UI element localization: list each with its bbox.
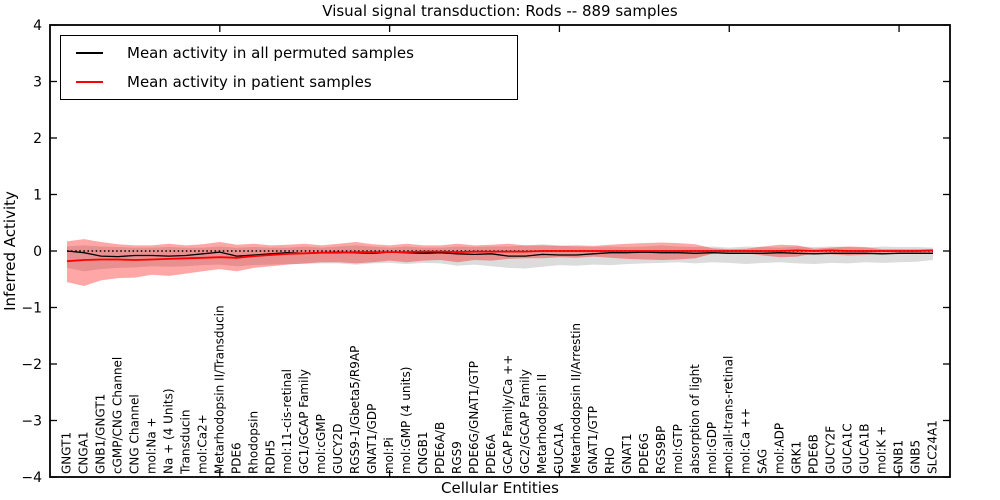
y-tick-label: −2 [21, 357, 42, 373]
category-label: mol:all-trans-retinal [722, 356, 736, 474]
legend-item-patient: Mean activity in patient samples [76, 71, 517, 93]
category-label: GUCA1A [552, 423, 566, 474]
category-label: absorption of light [688, 364, 702, 474]
category-label: mol:Pi [382, 437, 396, 474]
category-label: PDE6B [807, 434, 821, 474]
y-tick-label: 4 [33, 18, 42, 34]
category-label: mol:11-cis-retinal [280, 369, 294, 474]
category-label: RGS9BP [654, 426, 668, 474]
category-label: SAG [756, 449, 770, 474]
category-label: mol:K + [875, 426, 889, 474]
y-axis-label: Inferred Activity [1, 191, 19, 311]
category-label: GNB1 [892, 440, 906, 474]
y-tick-label: 1 [33, 188, 42, 204]
y-tick-label: −3 [21, 414, 42, 430]
category-label: GNAT1 [620, 433, 634, 474]
category-label: mol:cGMP [314, 414, 328, 474]
category-label: RHO [603, 447, 617, 474]
category-label: CNG Channel [127, 394, 141, 474]
category-label: mol:Ca2+ [195, 414, 209, 474]
category-label: GNGT1 [59, 432, 73, 474]
legend-label-permuted: Mean activity in all permuted samples [127, 44, 414, 62]
category-label: GNAT1/GDP [365, 404, 379, 474]
category-label: mol:GDP [705, 422, 719, 474]
category-label: RDH5 [263, 440, 277, 474]
category-label: GUCY2F [824, 426, 838, 474]
category-label: mol:Na + [144, 417, 158, 474]
category-label: GNB1/GNGT1 [93, 394, 107, 474]
category-label: PDE6A/B [433, 422, 447, 474]
category-label: mol:ADP [773, 423, 787, 474]
legend-line-sample-black [76, 52, 103, 54]
legend-label-patient: Mean activity in patient samples [127, 73, 372, 91]
category-label: GUCA1B [858, 423, 872, 474]
category-label: GNB5 [909, 440, 923, 474]
legend-line-sample-red [76, 81, 103, 83]
category-label: mol:GMP (4 units) [399, 367, 413, 474]
category-label: GC2/GCAP Family [518, 369, 532, 474]
category-label: SLC24A1 [926, 420, 940, 474]
y-tick-label: −1 [21, 301, 42, 317]
category-label: CNGB1 [416, 431, 430, 474]
category-label: RGS9 [450, 441, 464, 474]
category-label: GUCY2D [331, 424, 345, 474]
category-label: PDE6A [484, 433, 498, 474]
legend: Mean activity in all permuted samples Me… [60, 35, 518, 100]
y-tick-label: −4 [21, 470, 42, 486]
mean-permuted-line [66, 250, 933, 258]
category-label: GCAP Family/Ca ++ [501, 355, 515, 474]
legend-item-permuted: Mean activity in all permuted samples [76, 42, 517, 64]
category-label: Metarhodopsin II/Transducin [212, 305, 226, 474]
x-axis-label: Cellular Entities [441, 479, 559, 497]
category-label: Metarhodopsin II [535, 374, 549, 474]
category-label: GUCA1C [841, 423, 855, 474]
y-tick-label: 0 [33, 244, 42, 260]
category-label: PDE6 [229, 442, 243, 474]
category-label: CNGA1 [76, 432, 90, 475]
category-label: GC1/GCAP Family [297, 369, 311, 474]
category-label: cGMP/CNG Channel [110, 357, 124, 474]
category-label: GRK1 [790, 441, 804, 474]
category-label: RGS9-1/Gbeta5/R9AP [348, 346, 362, 474]
category-label: PDE6G/GNAT1/GTP [467, 361, 481, 474]
chart-title: Visual signal transduction: Rods -- 889 … [322, 2, 678, 20]
y-tick-label: 2 [33, 131, 42, 147]
category-label: Rhodopsin [246, 411, 260, 474]
y-tick-label: 3 [33, 75, 42, 91]
category-label: GNAT1/GTP [586, 406, 600, 474]
category-label: Metarhodopsin II/Arrestin [569, 323, 583, 474]
category-label: Transducin [178, 410, 192, 475]
mean-patient-line [66, 249, 934, 263]
category-label: mol:Ca ++ [739, 408, 753, 474]
category-label: PDE6G [637, 433, 651, 474]
category-label: mol:GTP [671, 424, 685, 474]
category-label: Na + (4 Units) [161, 388, 175, 474]
